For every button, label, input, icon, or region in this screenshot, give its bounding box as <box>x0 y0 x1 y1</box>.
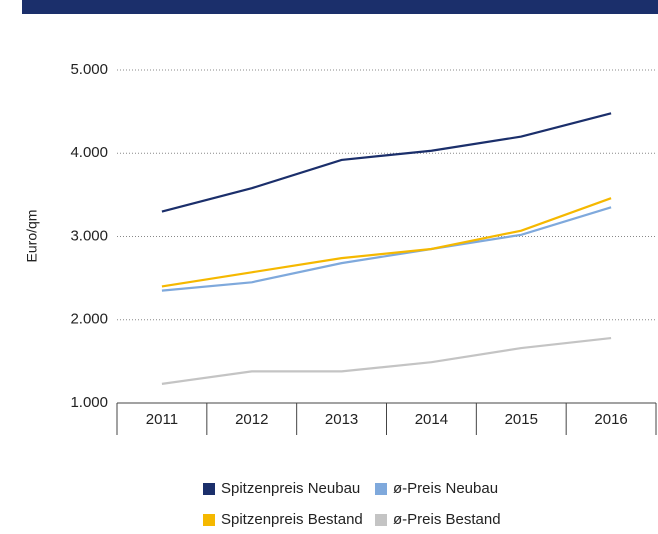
legend-swatch <box>375 483 387 495</box>
series-line <box>161 206 612 292</box>
legend-swatch <box>375 514 387 526</box>
y-axis-label: Euro/qm <box>24 210 40 263</box>
y-tick-label: 3.000 <box>70 227 108 244</box>
header-bar <box>22 0 658 14</box>
y-tick-label: 4.000 <box>70 144 108 161</box>
y-tick-label: 2.000 <box>70 311 108 328</box>
x-tick-label: 2016 <box>594 411 627 428</box>
series-line <box>161 336 612 385</box>
x-tick-label: 2012 <box>235 411 268 428</box>
x-tick-label: 2015 <box>505 411 538 428</box>
x-tick-label: 2014 <box>415 411 448 428</box>
legend-swatch <box>203 514 215 526</box>
legend-label: Spitzenpreis Neubau <box>221 480 360 497</box>
x-tick-label: 2011 <box>146 411 178 428</box>
legend-label: ø-Preis Neubau <box>393 480 498 497</box>
legend-label: ø-Preis Bestand <box>393 511 501 528</box>
legend-label: Spitzenpreis Bestand <box>221 511 363 528</box>
y-tick-label: 1.000 <box>70 394 108 411</box>
series-line <box>161 112 612 213</box>
legend-swatch <box>203 483 215 495</box>
x-tick-label: 2013 <box>325 411 358 428</box>
series-line <box>161 197 612 288</box>
y-tick-label: 5.000 <box>70 61 108 78</box>
